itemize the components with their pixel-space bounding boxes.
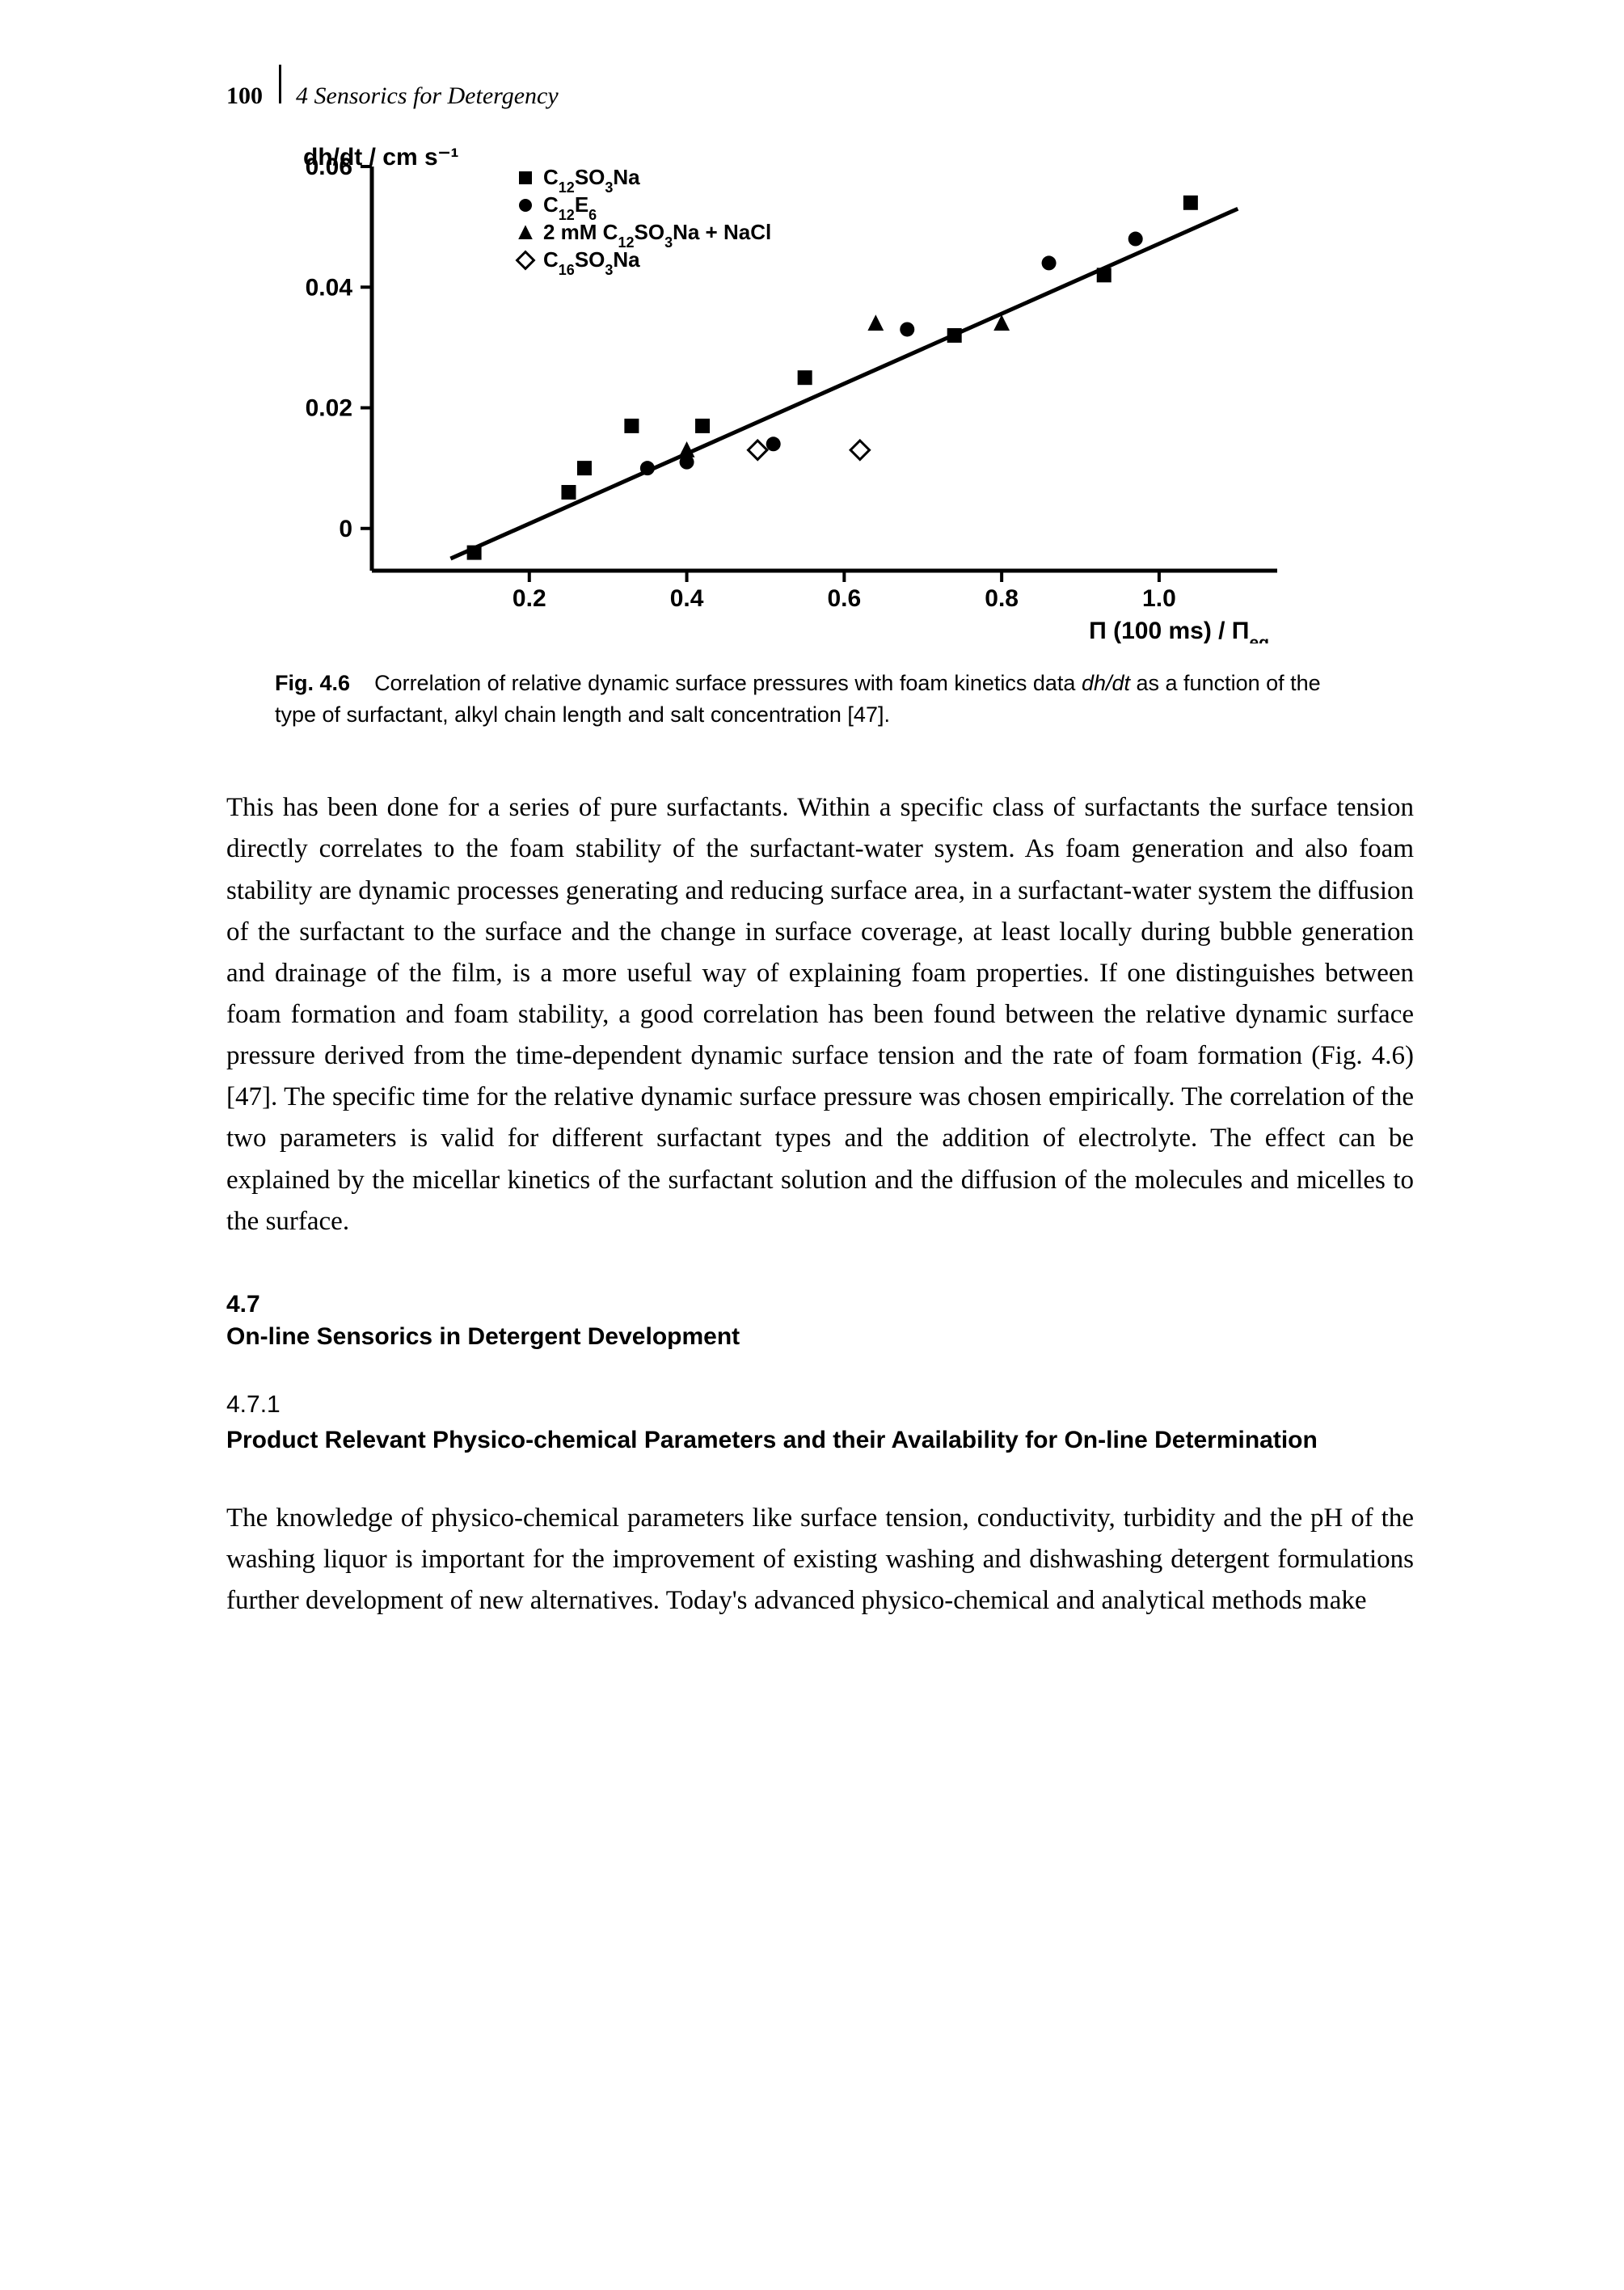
page-header: 100 4 Sensorics for Detergency [226,65,1414,110]
svg-text:0.06: 0.06 [306,154,352,180]
page: 100 4 Sensorics for Detergency dh/dt / c… [0,0,1624,2290]
svg-text:1.0: 1.0 [1142,585,1176,612]
chart-container: dh/dt / cm s⁻¹00.020.040.060.20.40.60.81… [275,142,1414,643]
svg-text:0.4: 0.4 [670,585,704,612]
subsection-title: Product Relevant Physico-chemical Parame… [226,1423,1414,1457]
svg-text:0.6: 0.6 [827,585,861,612]
svg-text:C12E6: C12E6 [543,192,597,223]
svg-text:0.02: 0.02 [306,395,352,422]
svg-text:2 mM C12SO3Na + NaCl: 2 mM C12SO3Na + NaCl [543,220,771,251]
figure-caption: Fig. 4.6 Correlation of relative dynamic… [275,668,1365,731]
svg-text:C16SO3Na: C16SO3Na [543,247,640,278]
body-paragraph-2: The knowledge of physico-chemical parame… [226,1498,1414,1622]
chart-svg: dh/dt / cm s⁻¹00.020.040.060.20.40.60.81… [275,142,1326,643]
svg-text:0: 0 [339,516,352,542]
svg-text:0.2: 0.2 [513,585,546,612]
caption-text-1: Correlation of relative dynamic surface … [374,671,1082,695]
chapter-title: 4 Sensorics for Detergency [296,82,559,110]
svg-text:0.8: 0.8 [985,585,1019,612]
section-title: On-line Sensorics in Detergent Developme… [226,1323,1414,1351]
section-number: 4.7 [226,1291,1414,1318]
header-separator [279,65,281,103]
caption-sep [356,671,375,695]
subsection-number: 4.7.1 [226,1391,1414,1419]
svg-text:C12SO3Na: C12SO3Na [543,165,640,196]
body-paragraph-1: This has been done for a series of pure … [226,787,1414,1242]
figure-label: Fig. 4.6 [275,671,350,695]
caption-italic: dh/dt [1082,671,1130,695]
page-number: 100 [226,82,263,110]
svg-text:Π (100 ms) / Πeq: Π (100 ms) / Πeq [1089,618,1269,643]
svg-text:0.04: 0.04 [306,274,353,301]
